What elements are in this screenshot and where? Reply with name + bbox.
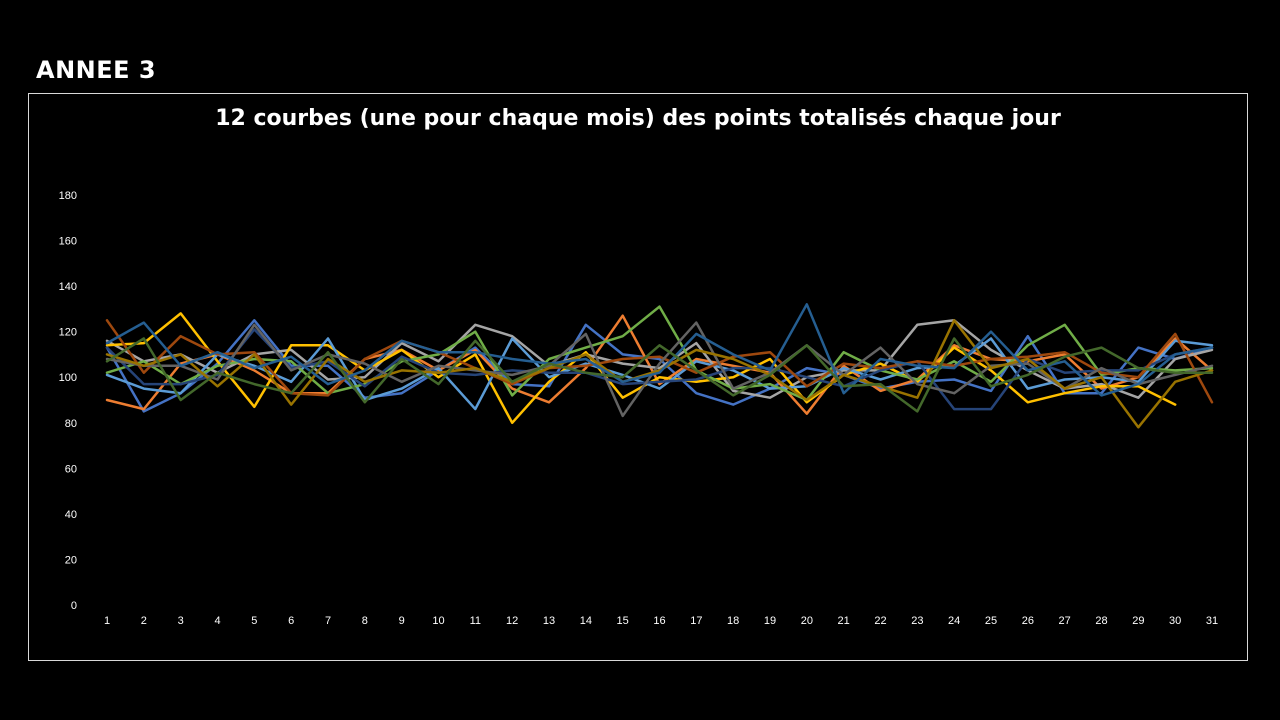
x-axis-ticks: 1 2 3 4 5 6 7 8 9 10 11 12 13 14 15 16 17 18 19 20 21 22 23 24 2… (104, 615, 1218, 627)
y-tick-label: 100 (59, 372, 77, 384)
series-line-10 (105, 319, 1214, 429)
y-tick-label: 20 (65, 554, 77, 566)
x-tick-label: 30 (1169, 615, 1181, 627)
y-tick-label: 160 (59, 236, 77, 248)
x-tick-label: 6 (288, 615, 294, 627)
y-tick-label: 120 (59, 327, 77, 339)
series-line-1 (105, 319, 1214, 413)
x-tick-label: 26 (1022, 615, 1034, 627)
x-tick-label: 9 (399, 615, 405, 627)
y-tick-label: 40 (65, 509, 77, 521)
x-tick-label: 28 (1095, 615, 1107, 627)
x-tick-label: 8 (362, 615, 368, 627)
x-tick-label: 2 (141, 615, 147, 627)
y-tick-label: 140 (59, 281, 77, 293)
series-line-12 (105, 337, 1214, 413)
x-tick-label: 15 (617, 615, 629, 627)
x-tick-label: 22 (874, 615, 886, 627)
x-tick-label: 18 (727, 615, 739, 627)
x-tick-label: 14 (580, 615, 592, 627)
series-line-6 (105, 305, 1214, 402)
x-tick-label: 5 (251, 615, 257, 627)
series-line-5 (105, 337, 1214, 411)
series-lines (105, 303, 1214, 429)
chart-frame: 12 courbes (une pour chaque mois) des po… (28, 93, 1248, 661)
x-tick-label: 29 (1132, 615, 1144, 627)
x-tick-label: 7 (325, 615, 331, 627)
x-tick-label: 13 (543, 615, 555, 627)
x-tick-label: 3 (178, 615, 184, 627)
series-line-9 (105, 321, 1214, 418)
x-tick-label: 31 (1206, 615, 1218, 627)
x-tick-label: 25 (985, 615, 997, 627)
x-tick-label: 10 (432, 615, 444, 627)
x-tick-label: 20 (801, 615, 813, 627)
x-tick-label: 27 (1059, 615, 1071, 627)
chart-title: 12 courbes (une pour chaque mois) des po… (215, 106, 1061, 131)
x-tick-label: 19 (764, 615, 776, 627)
x-tick-label: 17 (690, 615, 702, 627)
y-tick-label: 0 (71, 600, 77, 612)
x-tick-label: 16 (653, 615, 665, 627)
page-heading: ANNEE 3 (36, 56, 157, 84)
x-tick-label: 24 (948, 615, 960, 627)
y-tick-label: 80 (65, 418, 77, 430)
x-tick-label: 4 (214, 615, 220, 627)
y-tick-label: 180 (59, 190, 77, 202)
x-tick-label: 23 (911, 615, 923, 627)
series-line-11 (105, 303, 1214, 397)
x-tick-label: 11 (470, 615, 481, 627)
y-axis-ticks: 0 20 40 60 80 100 120 140 160 180 (59, 190, 77, 612)
x-tick-label: 21 (838, 615, 850, 627)
x-tick-label: 12 (506, 615, 518, 627)
x-tick-label: 1 (104, 615, 110, 627)
y-tick-label: 60 (65, 463, 77, 475)
